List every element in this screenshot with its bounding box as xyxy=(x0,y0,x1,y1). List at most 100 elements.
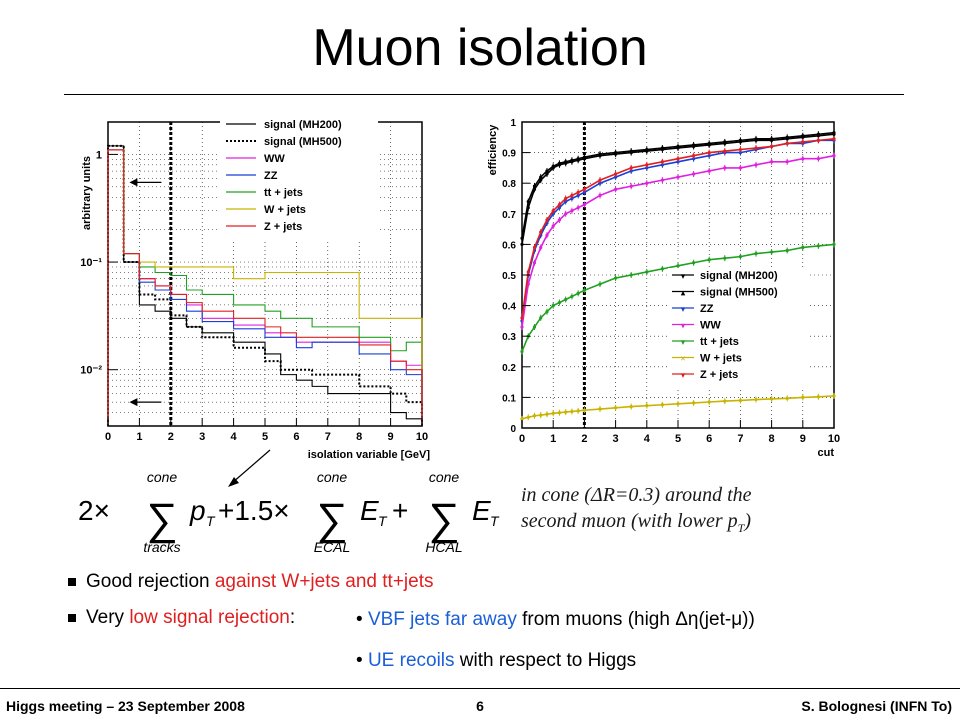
data-point xyxy=(545,218,549,222)
data-point xyxy=(520,316,524,320)
legend-label: Z + jets xyxy=(264,221,302,233)
data-point xyxy=(738,138,742,142)
data-point xyxy=(754,397,758,402)
data-point xyxy=(801,245,805,250)
data-point xyxy=(785,396,789,400)
data-point xyxy=(754,163,758,167)
title-divider xyxy=(64,94,904,95)
isolation-histogram: 0 1 2 3 4 5 6 7 8 9 10 1 10⁻¹ 10⁻² signal (MH200) sign… xyxy=(80,115,431,461)
legend-label: signal (MH200) xyxy=(264,119,342,131)
data-point xyxy=(816,244,820,248)
data-point xyxy=(570,196,574,201)
data-point xyxy=(576,190,580,194)
x-axis-label: isolation variable [GeV] xyxy=(308,449,431,461)
y-tick-label: 0.3 xyxy=(502,332,516,343)
data-point xyxy=(545,172,549,176)
data-point xyxy=(832,137,836,141)
data-point xyxy=(564,196,568,201)
histogram-series xyxy=(107,144,423,426)
sum1-bottom: tracks xyxy=(143,539,180,555)
bullet-square-icon xyxy=(68,577,76,586)
y-tick-label: 0.7 xyxy=(502,210,516,221)
data-point xyxy=(564,297,568,302)
x-axis-label: cut xyxy=(818,447,835,459)
sum1-symbol: ∑ xyxy=(146,495,177,544)
data-point xyxy=(576,157,580,161)
sub1-text-b: VBF jets far away xyxy=(367,609,517,630)
bullet1-text-a: Good rejection xyxy=(86,571,215,592)
data-point xyxy=(723,140,727,144)
data-point xyxy=(645,181,649,185)
data-point xyxy=(723,399,727,403)
y-tick-label: 0.1 xyxy=(502,393,516,404)
data-point xyxy=(645,163,649,167)
bullet1-text-b: against W+jets and tt+jets xyxy=(214,571,434,592)
data-point xyxy=(707,141,711,146)
data-point xyxy=(570,294,574,299)
x-tick-label: 0 xyxy=(519,433,525,445)
data-point xyxy=(557,206,562,210)
legend-label: signal (MH500) xyxy=(700,287,778,299)
formula-term1-sub: T xyxy=(206,513,216,529)
data-point xyxy=(564,199,568,204)
x-tick-label: 8 xyxy=(356,431,362,443)
sum3-bottom: HCAL xyxy=(425,539,462,555)
data-point xyxy=(645,166,649,170)
data-point xyxy=(629,404,633,409)
data-point xyxy=(770,137,774,141)
histogram-series xyxy=(107,149,423,426)
data-point xyxy=(770,144,774,149)
legend-marker: ▾ xyxy=(681,271,686,281)
sub-bullet-ue-recoils: • UE recoils with respect to Higgs xyxy=(356,650,636,672)
data-point xyxy=(557,218,562,222)
sub2-text-c: with respect to Higgs xyxy=(454,650,637,671)
data-point xyxy=(539,230,543,234)
legend-box xyxy=(668,268,808,390)
sub1-text-c: from muons (high Δη(jet-μ)) xyxy=(516,609,755,630)
data-point xyxy=(582,155,586,159)
data-point xyxy=(539,175,543,179)
legend-label: ZZ xyxy=(264,170,278,182)
data-point xyxy=(520,236,524,240)
data-point xyxy=(770,250,774,254)
data-point xyxy=(564,410,568,414)
x-tick-label: 2 xyxy=(581,433,587,445)
data-point xyxy=(576,409,580,413)
y-tick-label: 0.2 xyxy=(502,363,516,374)
data-point xyxy=(660,146,664,150)
data-point xyxy=(801,140,805,144)
sub2-text-b: UE recoils xyxy=(367,650,455,671)
legend-label: tt + jets xyxy=(264,187,303,199)
data-point xyxy=(660,403,664,407)
formula-term1: p xyxy=(189,495,206,526)
data-point xyxy=(707,169,711,173)
pointer-arrow xyxy=(228,449,271,487)
legend-marker: ▾ xyxy=(681,304,686,314)
data-point xyxy=(738,166,742,170)
data-point xyxy=(754,251,758,256)
data-point xyxy=(785,135,789,139)
data-point xyxy=(785,160,789,164)
data-point xyxy=(645,404,649,408)
data-point xyxy=(832,131,836,135)
data-point xyxy=(551,209,555,213)
data-point xyxy=(551,164,555,168)
legend-label: Z + jets xyxy=(700,369,738,381)
data-point xyxy=(692,143,696,147)
data-point xyxy=(532,184,537,188)
data-point xyxy=(532,245,537,250)
data-point xyxy=(582,408,586,412)
data-point xyxy=(557,300,562,305)
data-point xyxy=(832,394,836,398)
sum2-bottom: ECAL xyxy=(314,539,351,555)
data-point xyxy=(801,134,805,138)
data-point xyxy=(570,409,574,414)
data-point xyxy=(570,193,574,198)
data-point xyxy=(629,169,633,173)
data-point xyxy=(576,206,580,210)
data-point xyxy=(598,181,602,185)
y-axis-label: efficiency xyxy=(487,124,499,176)
data-point xyxy=(676,157,680,161)
data-point xyxy=(645,147,649,152)
data-point xyxy=(660,267,664,271)
